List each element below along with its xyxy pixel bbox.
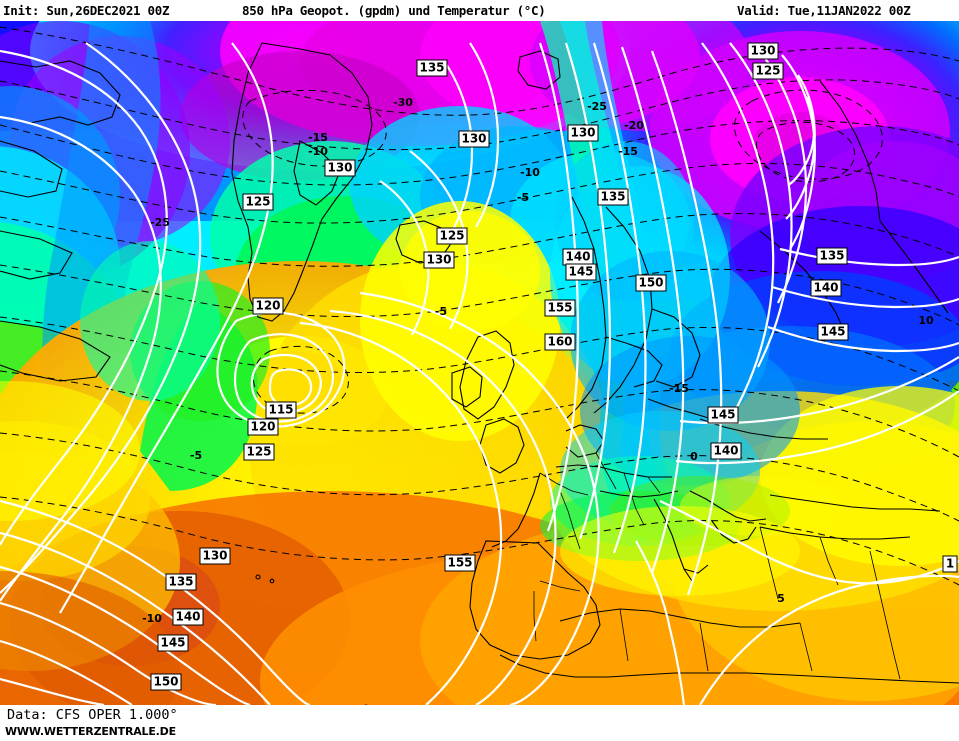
contour-label-box [458,130,490,148]
geopotential-contour-label: 120 [250,420,275,434]
temperature-contour-label: -5 [190,449,202,462]
geopotential-contour-label: 135 [168,575,193,589]
contour-label-box [265,401,297,419]
geopotential-contour-label: 160 [547,335,572,349]
contour-label-box [565,263,597,281]
geopotential-contour-label: 140 [565,250,590,264]
geopotential-contour-label: 120 [255,299,280,313]
geopotential-contour-label: 1 [946,557,954,571]
geopotential-contour-label: 145 [160,636,185,650]
contour-label-box [597,188,629,206]
contour-label-box [752,62,784,80]
contour-label-box [635,274,667,292]
geopotential-contour-label: 125 [755,64,780,78]
contour-label-box [810,279,842,297]
temperature-contour-label: -10 [142,612,162,625]
temperature-contour-label: -10 [520,166,540,179]
map-header: Init: Sun,26DEC2021 00Z 850 hPa Geopot. … [0,0,959,21]
geopotential-contour-label: 125 [246,445,271,459]
contour-label-box [816,247,848,265]
geopotential-contour-label: 145 [710,408,735,422]
temperature-contour-label: -15 [308,131,328,144]
temperature-contours [0,26,959,586]
geopotential-contour-label: 150 [153,675,178,689]
temperature-contour-label: -10 [308,145,328,158]
temperature-contour-label: 5 [777,592,785,605]
contour-label-box [444,554,476,572]
contour-label-box [942,555,958,573]
weather-map-canvas[interactable]: 135 130 130 130 125 135 130 125 125 130 140 145 150 1… [0,21,959,705]
geopotential-contour-label: 135 [819,249,844,263]
page-title: 850 hPa Geopot. (gpdm) und Temperatur (°… [242,3,546,18]
contour-label-box [747,42,779,60]
geopotential-contour-label: 125 [245,195,270,209]
contour-label-box [423,251,455,269]
temperature-contour-label: -20 [624,119,644,132]
geopotential-contour-label: 140 [713,444,738,458]
temperature-contour-label: -25 [150,216,170,229]
geopotential-contour-label: 155 [547,301,572,315]
geopotential-contour-label: 135 [419,61,444,75]
contour-label-box [242,193,274,211]
temperature-contour-label: -25 [587,100,607,113]
contour-label-box [817,323,849,341]
temperature-contour-label: -15 [618,145,638,158]
contour-label-box [710,442,742,460]
contour-label-box [436,227,468,245]
geopotential-contour-label: 130 [750,44,775,58]
data-source-label: Data: CFS OPER 1.000° [7,707,178,723]
contour-label-box [252,297,284,315]
geopotential-contour-label: 130 [426,253,451,267]
valid-time-label: Valid: Tue,11JAN2022 00Z [737,3,911,18]
geopotential-contour-label: 140 [175,610,200,624]
geopotential-contour-label: 125 [439,229,464,243]
geopotential-contour-label: 140 [813,281,838,295]
contour-label-box [544,333,576,351]
geopotential-contour-label: 130 [461,132,486,146]
geopotential-contour-label: 115 [268,403,293,417]
temperature-contour-label: 0 [690,450,698,463]
temperature-contour-label: -30 [393,96,413,109]
geopotential-contour-label: 130 [570,126,595,140]
contour-label-box [243,443,275,461]
contour-label-box [199,547,231,565]
init-time-label: Init: Sun,26DEC2021 00Z [3,3,170,18]
contour-label-box [247,418,279,436]
website-label: WWW.WETTERZENTRALE.DE [5,725,176,738]
geopotential-contour-label: 130 [202,549,227,563]
geopotential-contour-label: 135 [600,190,625,204]
contour-label-box [324,159,356,177]
geopotential-contour-label: 145 [568,265,593,279]
contour-label-box [172,608,204,626]
geopotential-contours [0,42,959,705]
contour-label-box [544,299,576,317]
contour-label-box [157,634,189,652]
temperature-contour-label: -15 [669,382,689,395]
contour-label-box [416,59,448,77]
geopotential-contour-label: 150 [638,276,663,290]
coastlines [0,42,959,705]
geopotential-contour-label: 155 [447,556,472,570]
contour-label-box [567,124,599,142]
contour-label-box [150,673,182,691]
geopotential-contour-label: 145 [820,325,845,339]
contour-label-box [165,573,197,591]
temperature-contour-label: 10 [918,314,934,327]
geopotential-contour-label: 130 [327,161,352,175]
temperature-contour-label: -5 [517,191,529,204]
contour-label-box [707,406,739,424]
map-footer: Data: CFS OPER 1.000° WWW.WETTERZENTRALE… [0,705,959,741]
temperature-contour-label: -5 [435,305,447,318]
